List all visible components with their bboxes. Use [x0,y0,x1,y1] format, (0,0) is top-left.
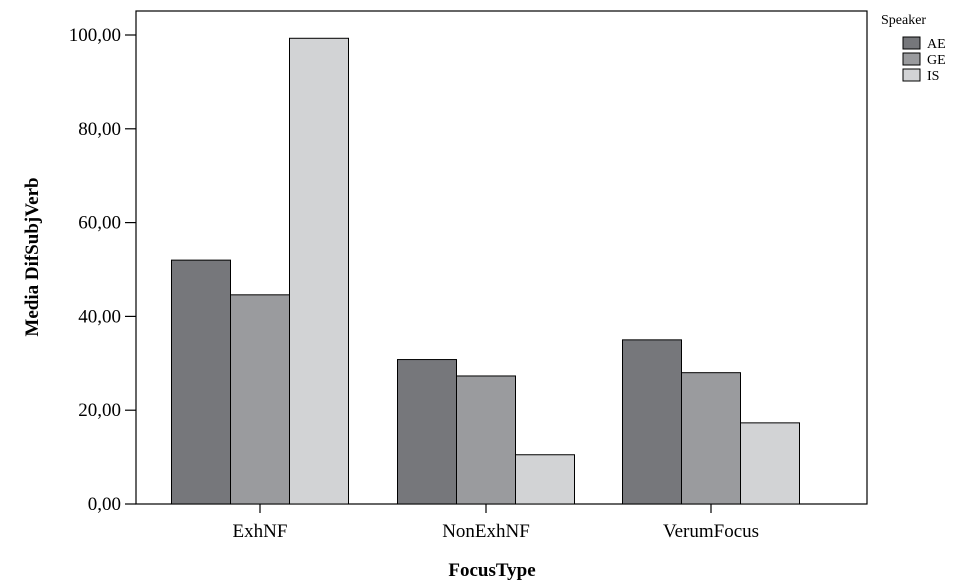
y-tick-label: 80,00 [78,119,121,140]
bar-is-verumfocus [740,422,800,505]
bar-ae-verumfocus [622,339,682,505]
bar-is-exhnf [289,37,349,505]
legend-label-ae: AE [927,37,946,52]
bar-is-nonexhnf [515,454,575,505]
x-axis: ExhNF NonExhNF VerumFocus [233,504,759,542]
x-tick-label: ExhNF [233,521,288,542]
legend-swatch-ae [902,36,921,50]
bars [171,37,800,505]
bar-ge-exhnf [230,294,290,505]
legend-label-ge: GE [927,53,946,68]
y-tick-label: 100,00 [69,25,121,46]
legend-label-is: IS [927,69,939,84]
bar-ae-nonexhnf [397,359,457,505]
y-axis-title: Media DifSubjVerb [22,177,43,336]
y-tick-label: 60,00 [78,213,121,234]
y-tick-label: 40,00 [78,306,121,327]
bar-ge-nonexhnf [456,375,516,505]
legend-swatch-ge [902,52,921,66]
x-tick-label: NonExhNF [442,521,530,542]
x-axis-title: FocusType [448,560,535,581]
y-axis: 0,00 20,00 40,00 60,00 80,00 100,00 [69,25,136,515]
bar-ge-verumfocus [681,372,741,505]
x-tick-label: VerumFocus [663,521,759,542]
legend-swatch-is [902,68,921,82]
y-tick-label: 20,00 [78,400,121,421]
y-tick-label: 0,00 [88,494,121,515]
legend-title: Speaker [881,13,926,28]
bar-ae-exhnf [171,259,231,505]
